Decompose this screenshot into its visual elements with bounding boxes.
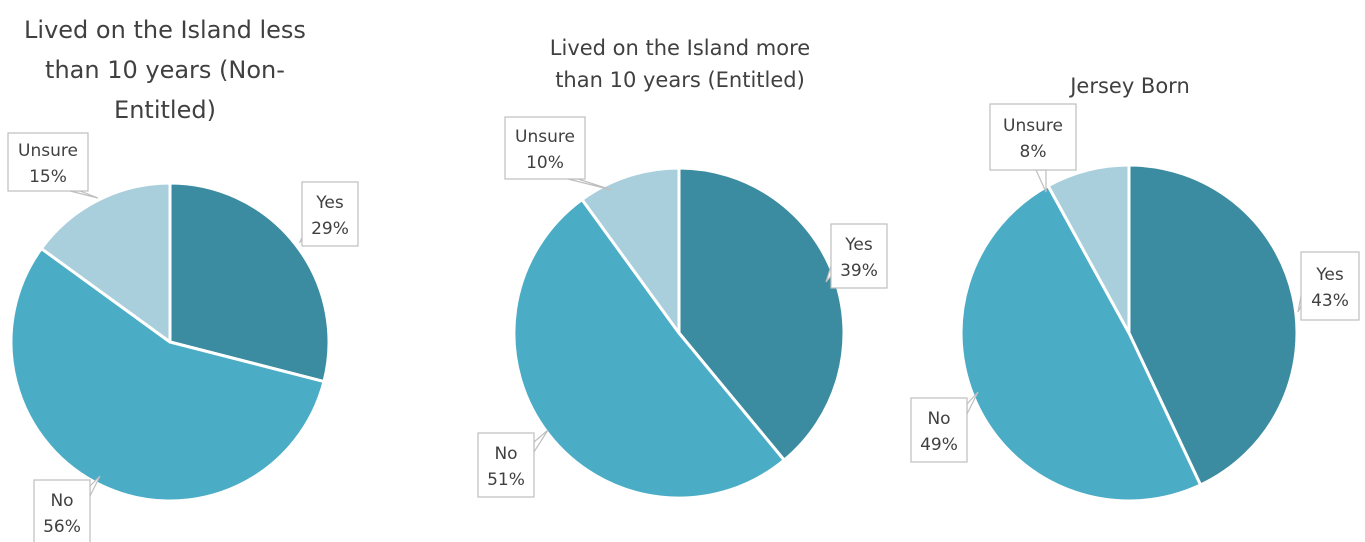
chart-title-line: Entitled) — [114, 96, 216, 124]
data-label-category: Unsure — [1003, 116, 1063, 136]
chart-title-line: Lived on the Island less — [24, 16, 306, 44]
callout-box — [477, 432, 535, 498]
pie-slices — [9, 181, 331, 503]
data-label-no: No 56% — [33, 475, 101, 542]
chart-title-line: Lived on the Island more — [550, 36, 810, 60]
pie-slice-unsure — [580, 166, 681, 335]
data-label-category: No — [50, 491, 73, 511]
data-label-value: 29% — [311, 219, 349, 239]
data-label-category: Unsure — [515, 127, 575, 147]
data-label-category: Yes — [1315, 265, 1344, 285]
pie-slice-unsure — [1046, 163, 1131, 335]
chart-title-line: than 10 years (Non- — [45, 56, 285, 84]
callout-box — [989, 103, 1077, 171]
pie-slice-no — [959, 184, 1203, 503]
data-label-category: Unsure — [18, 141, 78, 161]
chart-title: Lived on the Island more than 10 years (E… — [550, 36, 810, 92]
data-label-no: No 51% — [477, 429, 549, 498]
data-label-category: Yes — [844, 235, 873, 255]
pie-chart-2: Lived on the Island more than 10 years (E… — [477, 36, 888, 500]
data-label-yes: Yes 39% — [825, 223, 888, 289]
data-label-value: 56% — [43, 517, 81, 537]
chart-title: Jersey Born — [1068, 74, 1190, 98]
data-label-yes: Yes 29% — [298, 181, 359, 247]
data-label-value: 43% — [1311, 291, 1349, 311]
callout-box — [504, 116, 586, 180]
callout-pointer — [533, 429, 549, 455]
data-label-value: 51% — [487, 470, 525, 490]
pie-slice-no — [9, 247, 326, 503]
data-label-value: 10% — [526, 153, 564, 173]
data-label-unsure: Unsure 8% — [989, 103, 1077, 193]
data-label-value: 39% — [840, 261, 878, 281]
data-label-category: No — [494, 444, 517, 464]
data-label-category: Yes — [315, 193, 344, 213]
pie-slice-no — [512, 198, 786, 500]
callout-box — [33, 479, 91, 542]
pie-slices — [512, 166, 846, 500]
callout-box — [910, 397, 968, 463]
data-label-value: 49% — [920, 435, 958, 455]
data-label-value: 15% — [29, 167, 67, 187]
callout-box — [7, 132, 89, 192]
callout-box — [301, 181, 359, 247]
chart-title-line: than 10 years (Entitled) — [555, 68, 805, 92]
pie-chart-1: Lived on the Island less than 10 years (N… — [7, 16, 359, 542]
pie-slice-yes — [168, 181, 331, 384]
pie-slices — [959, 163, 1299, 503]
data-label-unsure: Unsure 15% — [7, 132, 99, 199]
callout-box — [830, 223, 888, 289]
chart-title: Lived on the Island less than 10 years (N… — [24, 16, 306, 124]
data-label-unsure: Unsure 10% — [504, 116, 613, 191]
pie-slice-unsure — [39, 181, 172, 344]
pie-slice-yes — [1127, 163, 1299, 487]
data-label-value: 8% — [1020, 142, 1047, 162]
data-label-yes: Yes 43% — [1297, 251, 1360, 321]
data-label-no: No 49% — [910, 391, 979, 463]
callout-pointer — [69, 190, 99, 199]
pie-chart-3: Jersey Born Yes 43% No 49% Unsure 8% — [910, 74, 1360, 503]
chart-title-line: Jersey Born — [1068, 74, 1190, 98]
callout-box — [1300, 251, 1360, 321]
data-label-category: No — [927, 409, 950, 429]
